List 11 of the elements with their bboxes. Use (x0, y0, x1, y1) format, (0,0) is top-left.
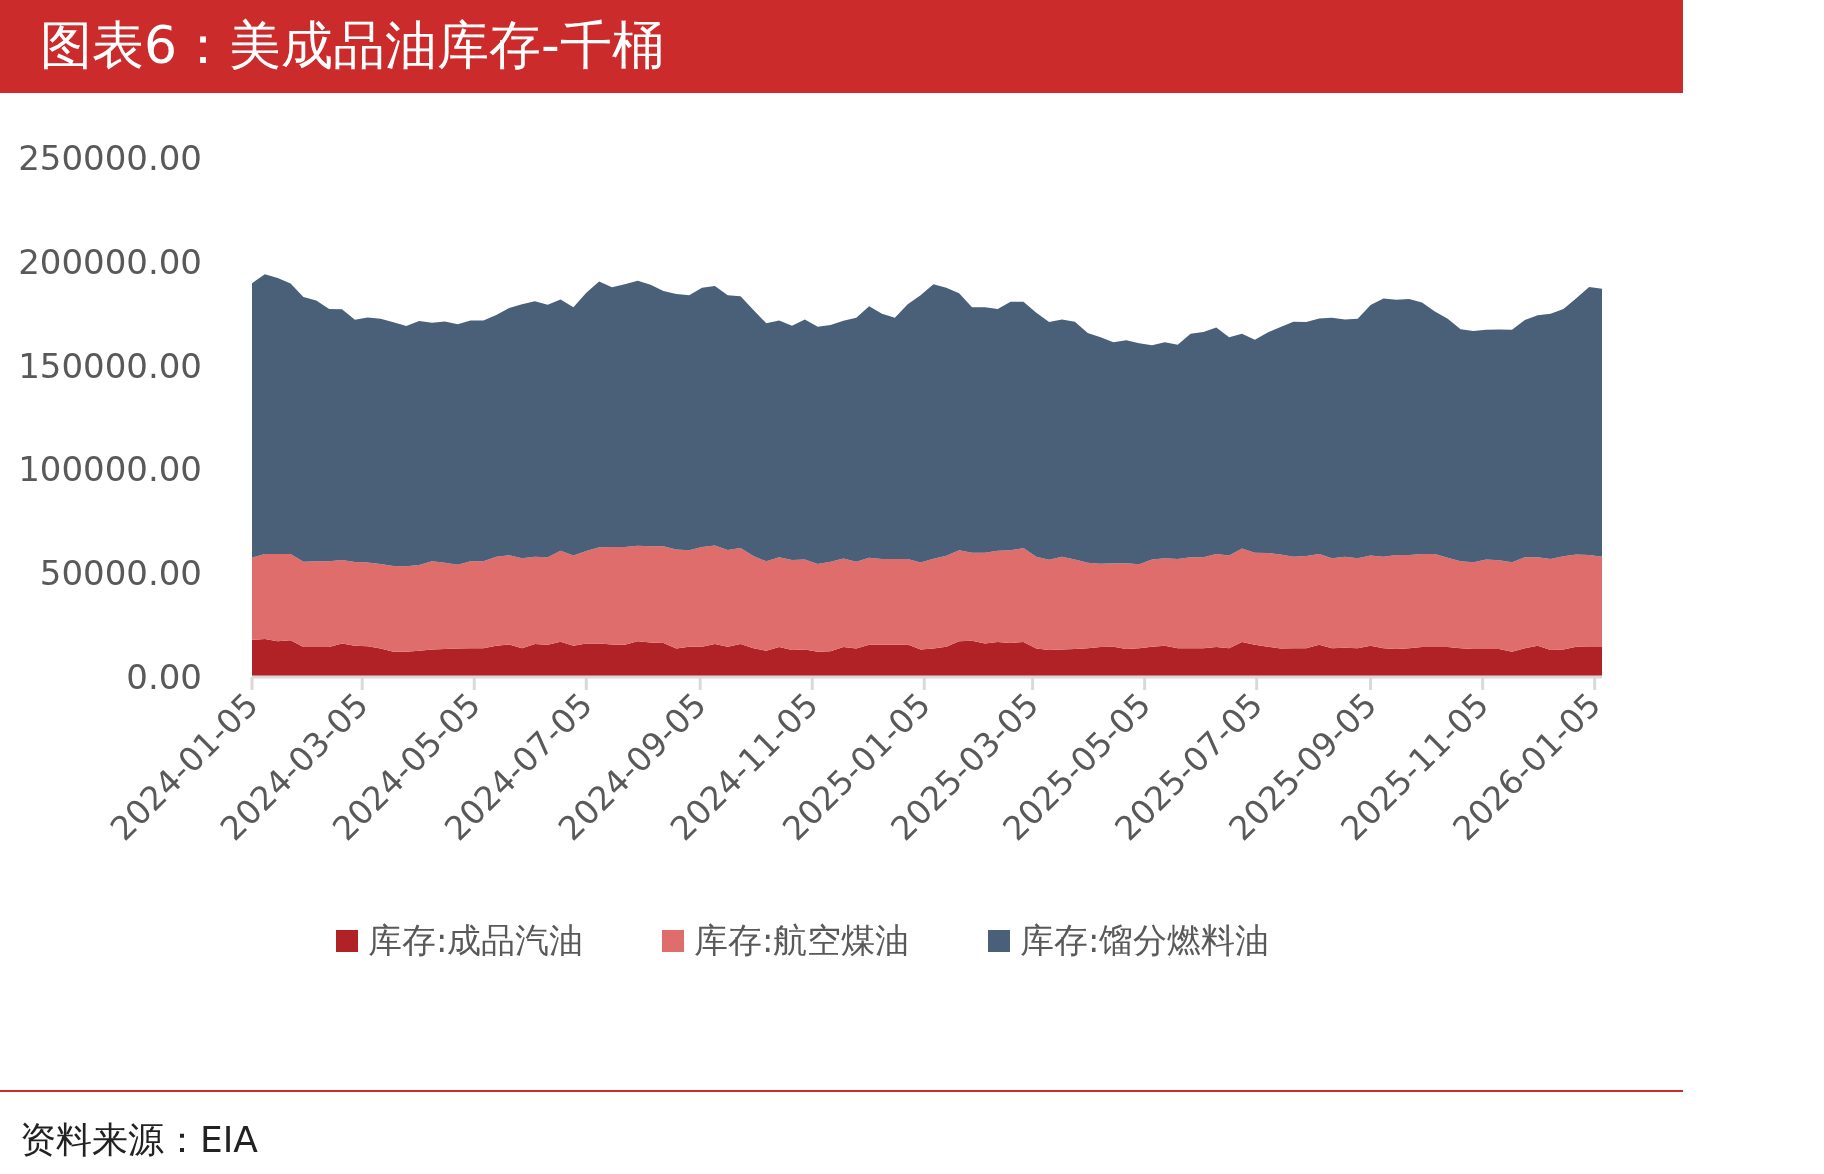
y-tick-label: 0.00 (126, 657, 202, 697)
y-tick-label: 250000.00 (18, 138, 202, 178)
text: 资料来源：EIA (20, 1119, 259, 1160)
chart-title: 图表6：美成品油库存-千桶 (40, 15, 664, 75)
y-tick-label: 200000.00 (18, 241, 202, 282)
y-tick-label: 150000.00 (18, 345, 202, 386)
legend-label: 库存:航空煤油 (694, 920, 910, 960)
legend-label: 库存:成品汽油 (368, 920, 584, 960)
y-tick-label: 50000.00 (39, 553, 202, 594)
y-tick-label: 100000.00 (18, 449, 202, 490)
legend-label: 库存:馏分燃料油 (1020, 920, 1270, 960)
